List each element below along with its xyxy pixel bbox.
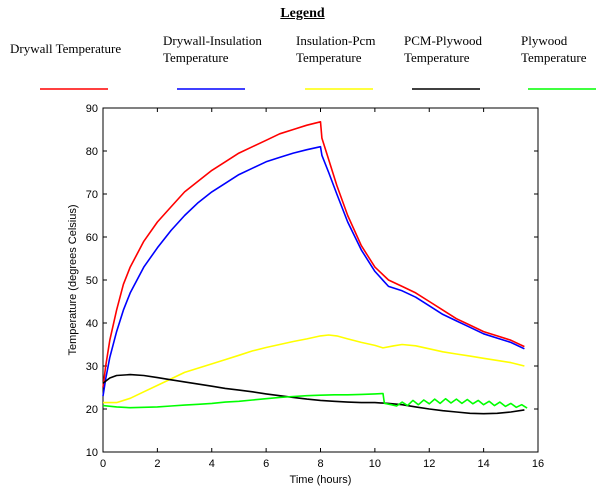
y-tick-label: 90 [86,103,98,115]
legend-entry-label-2: Drywall-Insulation Temperature [163,33,262,65]
y-tick-label: 40 [86,318,98,330]
legend-entry-label-5: Plywood Temperature [521,33,587,65]
y-tick-label: 50 [86,275,98,287]
x-tick-label: 8 [317,458,323,470]
series-line-3 [103,334,525,404]
x-tick-label: 6 [263,458,269,470]
x-axis-label: Time (hours) [290,474,352,486]
x-tick-label: 12 [423,458,435,470]
y-tick-label: 30 [86,361,98,373]
y-tick-label: 70 [86,189,98,201]
x-tick-label: 0 [100,458,106,470]
series-line-5 [102,392,528,409]
y-axis-label: Temperature (degrees Celsius) [67,204,79,355]
legend-title: Legend [280,6,325,21]
x-tick-label: 16 [532,458,544,470]
y-tick-label: 10 [86,447,98,459]
y-tick-label: 20 [86,404,98,416]
y-tick-label: 60 [86,232,98,244]
x-tick-label: 4 [209,458,215,470]
legend-entry-label-4: PCM-Plywood Temperature [404,33,483,65]
y-tick-label: 80 [86,146,98,158]
series-line-4 [102,373,525,415]
x-tick-label: 10 [369,458,381,470]
series-line-2 [102,145,525,397]
series-line-1 [102,121,525,388]
x-tick-label: 2 [154,458,160,470]
x-tick-label: 14 [478,458,490,470]
legend-entry-label-1: Drywall Temperature [10,41,122,56]
legend-entry-label-3: Insulation-Pcm Temperature [296,33,376,65]
